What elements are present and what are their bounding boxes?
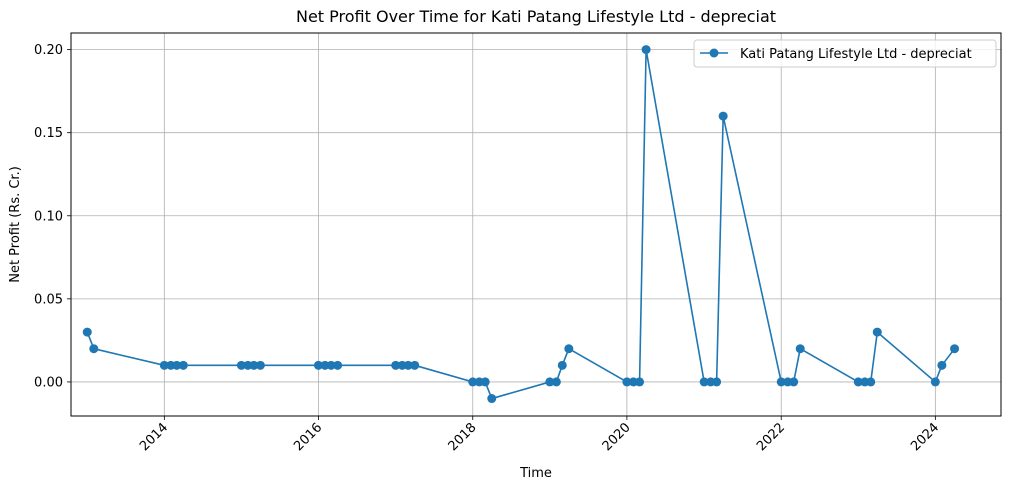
series-layer xyxy=(82,45,960,404)
data-point xyxy=(557,360,567,370)
data-point xyxy=(699,377,709,387)
data-point xyxy=(487,394,497,404)
data-point xyxy=(622,377,632,387)
data-point xyxy=(789,377,799,387)
data-point xyxy=(89,344,99,354)
grid-lines xyxy=(71,33,1001,416)
y-axis-ticks: 0.00 0.05 0.10 0.15 0.20 xyxy=(34,43,71,390)
y-tick-label: 0.15 xyxy=(34,126,63,141)
data-point xyxy=(853,377,863,387)
data-point xyxy=(872,327,882,337)
data-point xyxy=(249,360,259,370)
data-point xyxy=(468,377,478,387)
data-point xyxy=(712,377,722,387)
data-point xyxy=(551,377,561,387)
legend-box xyxy=(693,39,997,68)
data-point xyxy=(410,360,420,370)
data-point xyxy=(391,360,401,370)
data-point xyxy=(82,327,92,337)
data-point xyxy=(776,377,786,387)
data-point xyxy=(866,377,876,387)
data-point xyxy=(172,360,182,370)
plot-frame xyxy=(70,32,1002,417)
legend: Kati Patang Lifestyle Ltd - depreciat xyxy=(693,39,997,68)
y-tick-label: 0.00 xyxy=(34,375,63,390)
data-point xyxy=(635,377,645,387)
data-point xyxy=(236,360,246,370)
data-point xyxy=(480,377,490,387)
y-tick-label: 0.10 xyxy=(34,209,63,224)
data-point xyxy=(403,360,413,370)
data-point xyxy=(333,360,343,370)
data-point xyxy=(545,377,555,387)
data-point xyxy=(718,111,728,121)
y-axis-title: Net Profit (Rs. Cr.) xyxy=(8,166,23,283)
data-point xyxy=(178,360,188,370)
data-point xyxy=(326,360,336,370)
data-point xyxy=(564,344,574,354)
legend-label: Kati Patang Lifestyle Ltd - depreciat xyxy=(740,47,972,62)
data-point xyxy=(937,360,947,370)
data-point xyxy=(159,360,169,370)
data-point xyxy=(641,45,651,55)
chart-title: Net Profit Over Time for Kati Patang Lif… xyxy=(296,7,776,26)
data-point xyxy=(313,360,323,370)
data-point xyxy=(255,360,265,370)
y-tick-label: 0.05 xyxy=(34,292,63,307)
y-tick-label: 0.20 xyxy=(34,43,63,58)
legend-marker-icon xyxy=(709,48,719,58)
data-point xyxy=(930,377,940,387)
data-point xyxy=(795,344,805,354)
x-axis-title: Time xyxy=(519,466,552,481)
data-point xyxy=(950,344,960,354)
